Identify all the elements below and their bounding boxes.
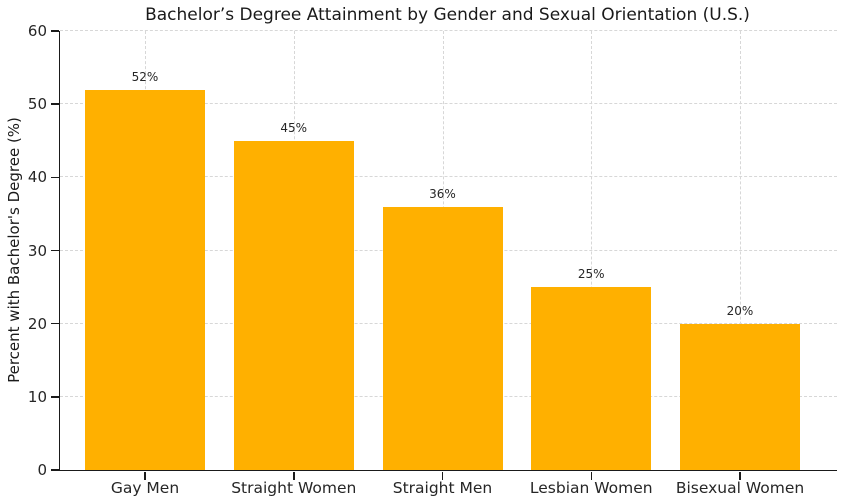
y-axis-tick bbox=[50, 103, 59, 105]
y-tick-label: 10 bbox=[27, 387, 47, 406]
y-tick-label: 60 bbox=[27, 22, 47, 40]
x-category-label: Straight Men bbox=[392, 479, 493, 497]
chart-title: Bachelor’s Degree Attainment by Gender a… bbox=[145, 5, 750, 25]
vertical-gridline bbox=[740, 31, 741, 470]
y-tick-label: 40 bbox=[27, 168, 47, 187]
horizontal-gridline bbox=[60, 103, 837, 105]
bar-value-label: 36% bbox=[429, 186, 456, 201]
y-axis-label: Percent with Bachelor's Degree (%) bbox=[5, 117, 23, 383]
y-axis-tick bbox=[50, 249, 59, 252]
bar bbox=[382, 206, 503, 470]
x-category-label: Bisexual Women bbox=[675, 479, 805, 497]
y-tick-label: 50 bbox=[27, 95, 47, 114]
bar-value-label: 25% bbox=[577, 267, 605, 282]
x-axis-tick bbox=[293, 471, 295, 480]
x-axis-tick bbox=[144, 471, 146, 480]
x-category-label: Straight Women bbox=[231, 479, 357, 497]
horizontal-gridline bbox=[60, 30, 837, 31]
bar-value-label: 52% bbox=[131, 69, 159, 84]
y-axis-tick bbox=[50, 322, 59, 325]
x-axis-tick bbox=[590, 471, 592, 480]
x-category-label: Lesbian Women bbox=[529, 479, 653, 497]
y-axis-tick bbox=[50, 30, 59, 32]
bar-value-label: 45% bbox=[280, 120, 308, 135]
y-axis-tick bbox=[50, 469, 59, 471]
y-tick-label: 0 bbox=[37, 461, 47, 479]
bar bbox=[680, 323, 800, 470]
x-axis-tick bbox=[441, 471, 444, 480]
horizontal-gridline bbox=[60, 176, 837, 178]
bar-value-label: 20% bbox=[726, 303, 754, 318]
bar bbox=[233, 140, 354, 470]
vertical-gridline bbox=[591, 31, 593, 470]
x-category-label: Gay Men bbox=[110, 479, 180, 497]
plot-area: 0 10 20 30 40 50 60 52% Gay Men 45% Straight Women… bbox=[28, 22, 837, 497]
x-axis-tick bbox=[739, 471, 741, 480]
bar bbox=[531, 287, 652, 470]
bar bbox=[85, 89, 205, 470]
y-axis-tick bbox=[50, 176, 59, 179]
y-tick-label: 20 bbox=[27, 314, 47, 333]
y-tick-label: 30 bbox=[27, 241, 47, 260]
y-axis-tick bbox=[50, 396, 59, 398]
